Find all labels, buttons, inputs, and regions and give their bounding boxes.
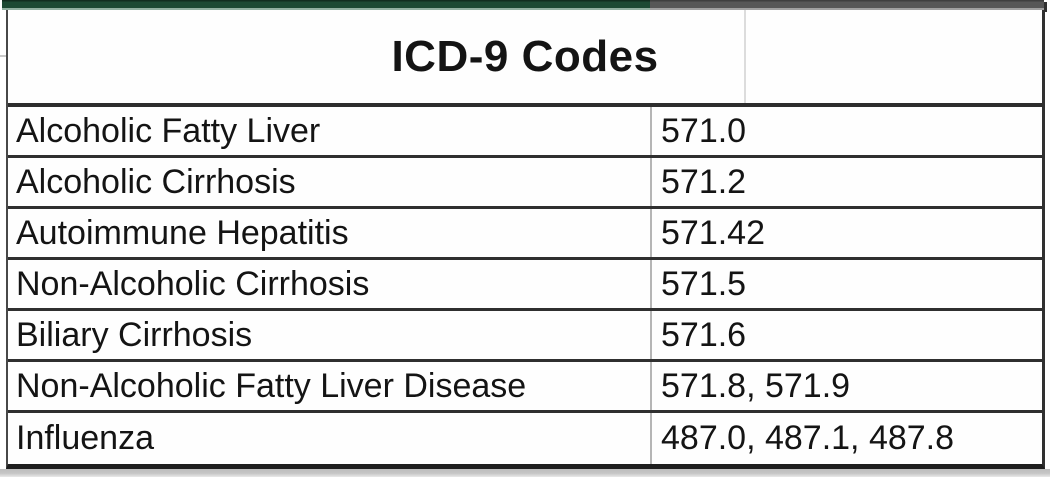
gridline-remnant	[744, 10, 746, 103]
table-row: Alcoholic Cirrhosis 571.2	[8, 158, 1042, 209]
table-row: Autoimmune Hepatitis 571.42	[8, 209, 1042, 260]
codes-cell: 571.5	[650, 260, 1042, 308]
codes-cell: 571.42	[650, 209, 1042, 257]
styled-header-gray-bar	[650, 0, 1044, 10]
codes-cell: 571.2	[650, 158, 1042, 206]
condition-cell: Non-Alcoholic Fatty Liver Disease	[16, 366, 527, 405]
table-row: Influenza 487.0, 487.1, 487.8	[8, 413, 1042, 464]
table-body: Alcoholic Fatty Liver 571.0 Alcoholic Ci…	[8, 107, 1042, 464]
codes-cell: 571.8, 571.9	[650, 362, 1042, 410]
condition-cell: Alcoholic Cirrhosis	[16, 162, 296, 201]
table-right-border	[1044, 2, 1047, 12]
table-row: Biliary Cirrhosis 571.6	[8, 311, 1042, 362]
table-row: Non-Alcoholic Fatty Liver Disease 571.8,…	[8, 362, 1042, 413]
codes-cell: 571.0	[650, 107, 1042, 155]
condition-cell: Biliary Cirrhosis	[16, 315, 253, 354]
gridline-tick	[0, 55, 6, 57]
condition-cell: Influenza	[16, 419, 154, 457]
condition-cell: Alcoholic Fatty Liver	[16, 111, 321, 150]
condition-cell: Non-Alcoholic Cirrhosis	[16, 264, 370, 303]
table-row: Alcoholic Fatty Liver 571.0	[8, 107, 1042, 158]
styled-header-green-bar	[2, 0, 650, 10]
table-row: Non-Alcoholic Cirrhosis 571.5	[8, 260, 1042, 311]
icd9-codes-table: ICD-9 Codes Alcoholic Fatty Liver 571.0 …	[6, 10, 1045, 469]
bottom-border-shadow	[0, 469, 1050, 477]
table-title: ICD-9 Codes	[391, 31, 659, 81]
codes-cell: 571.6	[650, 311, 1042, 359]
table-title-row: ICD-9 Codes	[8, 10, 1042, 107]
codes-cell: 487.0, 487.1, 487.8	[650, 413, 1042, 464]
condition-cell: Autoimmune Hepatitis	[16, 213, 349, 252]
